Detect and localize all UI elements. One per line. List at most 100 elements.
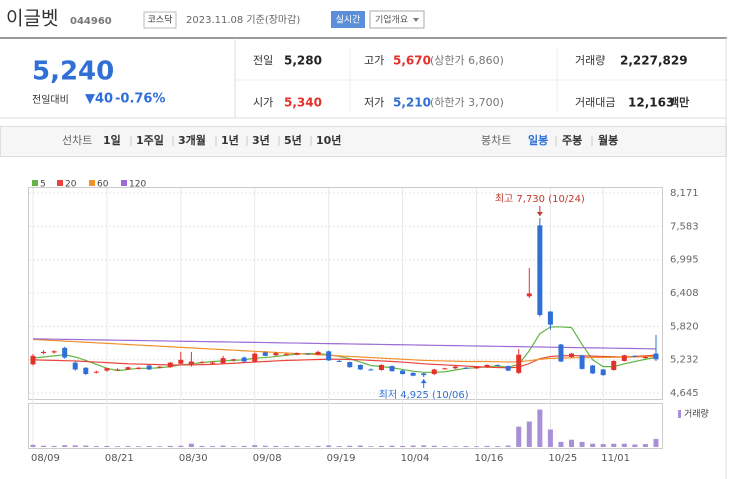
volume-bar bbox=[632, 444, 638, 447]
tab[interactable]: 월봉 bbox=[598, 133, 618, 147]
volume-bar bbox=[62, 445, 68, 447]
realtime-button[interactable] bbox=[331, 11, 365, 28]
volume-bar bbox=[547, 429, 553, 447]
candle-body bbox=[294, 353, 300, 355]
candle-body bbox=[51, 351, 57, 353]
volume-bar bbox=[93, 446, 99, 447]
volume-bar bbox=[125, 446, 131, 447]
quote-table: 전일 5,280 고가 5,670 (상한가 6,860) 거래량 2,227,829 시가 5… bbox=[253, 53, 689, 110]
volume-bar bbox=[600, 444, 606, 447]
volume-bar bbox=[590, 443, 596, 447]
x-tick-label: 09/08 bbox=[253, 453, 282, 464]
candle-body bbox=[62, 347, 68, 358]
candle-body bbox=[167, 362, 173, 368]
y-tick-label: 5,232 bbox=[670, 355, 699, 366]
company-button[interactable] bbox=[369, 10, 425, 29]
tab[interactable]: 3년 bbox=[252, 133, 270, 147]
candle-body bbox=[558, 344, 564, 362]
tab[interactable]: 주봉 bbox=[562, 134, 582, 147]
volume-bar bbox=[505, 445, 511, 447]
volume-bar bbox=[262, 445, 268, 447]
volume-bar bbox=[410, 445, 416, 447]
price: 5,240 bbox=[32, 57, 114, 87]
volume-bar bbox=[273, 445, 279, 447]
volume-bar bbox=[51, 445, 57, 447]
legend-swatch bbox=[32, 180, 38, 186]
volume-bar bbox=[178, 445, 184, 447]
x-tick-label: 11/01 bbox=[601, 453, 630, 464]
tab[interactable]: 5년 bbox=[284, 133, 302, 147]
candle-body bbox=[537, 225, 543, 316]
candle-body bbox=[305, 353, 311, 355]
candle-body bbox=[114, 369, 120, 371]
candle-body bbox=[452, 366, 458, 369]
volume-bar bbox=[473, 446, 479, 447]
tab[interactable]: 3개월 bbox=[178, 133, 206, 147]
candle-body bbox=[347, 362, 353, 368]
candle-body bbox=[326, 351, 332, 361]
candle-body bbox=[484, 364, 490, 368]
field-label: 전일 bbox=[253, 53, 273, 67]
field-value: 12,163 bbox=[628, 96, 674, 110]
tab[interactable]: 1일 bbox=[103, 133, 121, 147]
realtime[interactable]: 실시간 bbox=[336, 15, 361, 26]
y-tick-label: 6,995 bbox=[670, 255, 699, 266]
field-label: 거래량 bbox=[575, 54, 605, 67]
volume-bar bbox=[421, 445, 427, 447]
candle-body bbox=[473, 366, 479, 369]
candle-body bbox=[30, 355, 36, 365]
company[interactable]: 기업개요 bbox=[375, 15, 408, 26]
x-tick-label: 08/09 bbox=[31, 453, 60, 464]
field-unit: 백만 bbox=[669, 95, 689, 109]
stock-code: 044960 bbox=[70, 16, 112, 27]
candle-body bbox=[252, 353, 258, 362]
candle-body bbox=[157, 366, 163, 368]
volume-bar bbox=[83, 445, 89, 447]
plot-frame bbox=[28, 187, 663, 400]
y-tick-label: 7,583 bbox=[670, 221, 699, 232]
y-tick-label: 5,820 bbox=[670, 321, 699, 332]
candle-body bbox=[210, 362, 216, 364]
field-label: 저가 bbox=[364, 96, 384, 109]
candle-body bbox=[442, 368, 448, 370]
candle-body bbox=[315, 351, 321, 355]
legend-swatch bbox=[121, 180, 127, 186]
volume-bar bbox=[104, 445, 110, 447]
candle-body bbox=[199, 362, 205, 364]
high-annotation: 최고 7,730 (10/24) bbox=[495, 193, 585, 205]
candle-body bbox=[378, 364, 384, 371]
volume-bar bbox=[30, 444, 36, 447]
candle-body bbox=[125, 367, 131, 370]
volume-bar bbox=[167, 445, 173, 447]
chart: 4,645 5,232 5,820 6,408 6,995 7,583 8,171 08/09… bbox=[29, 180, 709, 464]
tab-group-label: 봉차트 bbox=[481, 134, 511, 147]
tab[interactable]: 1년 bbox=[221, 133, 239, 147]
candle-body bbox=[642, 356, 648, 359]
volume-bar bbox=[526, 421, 532, 447]
change-pct: -0.76% bbox=[115, 92, 166, 107]
legend-swatch bbox=[678, 410, 681, 418]
candle-body bbox=[516, 354, 522, 373]
candle-body bbox=[579, 355, 585, 369]
volume-bar bbox=[357, 445, 363, 447]
legend-label: 20 bbox=[65, 180, 77, 190]
candle-body bbox=[273, 353, 279, 356]
candle-body bbox=[495, 364, 501, 366]
field-label: 고가 bbox=[364, 54, 384, 67]
volume-bar bbox=[452, 446, 458, 447]
field-note: (상한가 6,860) bbox=[430, 54, 504, 67]
field-value: 5,340 bbox=[284, 96, 322, 110]
field-value: 5,210 bbox=[393, 96, 431, 110]
candle-body bbox=[188, 361, 194, 365]
x-tick-label: 08/30 bbox=[179, 453, 208, 464]
candle-body bbox=[41, 351, 47, 354]
volume-bar bbox=[378, 445, 384, 447]
x-tick-label: 10/04 bbox=[401, 453, 430, 464]
tab[interactable]: 일봉 bbox=[528, 133, 548, 147]
volume-bar bbox=[569, 439, 575, 447]
candle-body bbox=[632, 355, 638, 357]
market-badge bbox=[143, 11, 177, 29]
tab[interactable]: 1주일 bbox=[136, 133, 164, 147]
tab[interactable]: 10년 bbox=[316, 133, 341, 147]
x-tick-label: 10/16 bbox=[474, 453, 503, 464]
